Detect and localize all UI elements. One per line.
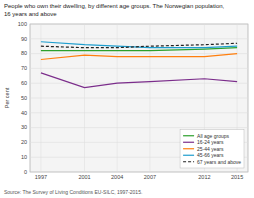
grid-line [30, 112, 248, 113]
subtitle: 16 years and above [4, 11, 57, 17]
title: People who own their dwelling, by differ… [4, 3, 225, 9]
grid-line [30, 127, 248, 128]
legend-label: All age groups [197, 133, 229, 139]
y-tick-label: 60 [21, 80, 27, 86]
grid-line [149, 24, 150, 172]
series-line [41, 54, 237, 60]
x-tick-label: 2004 [111, 174, 123, 180]
y-tick-label: 50 [21, 95, 27, 101]
y-tick-label: 70 [21, 65, 27, 71]
source-note: Source: The Survey of Living Conditions … [4, 189, 142, 195]
grid-line [30, 38, 248, 39]
y-tick-label: 10 [21, 154, 27, 160]
grid-line [30, 24, 248, 25]
y-axis-label: Per cent [4, 87, 10, 108]
y-tick-label: 80 [21, 50, 27, 56]
x-tick-label: 2012 [198, 174, 210, 180]
x-tick-label: 2015 [231, 174, 243, 180]
legend-swatch [183, 148, 194, 149]
x-tick-label: 2007 [144, 174, 156, 180]
legend-label: 25-44 years [197, 146, 224, 152]
series-line [41, 73, 237, 88]
y-tick-label: 20 [21, 139, 27, 145]
grid-line [84, 24, 85, 172]
legend-swatch [183, 142, 194, 143]
lines [41, 42, 237, 88]
y-tick-label: 0 [24, 169, 27, 175]
plot-area [30, 24, 248, 172]
x-tick-label: 1997 [35, 174, 47, 180]
x-tick-label: 2001 [78, 174, 90, 180]
legend-swatch [183, 135, 194, 136]
series-line [41, 42, 237, 48]
legend-label: 16-24 years [197, 139, 224, 145]
grid-line [30, 172, 248, 173]
legend-swatch [183, 161, 194, 162]
y-tick-label: 30 [21, 124, 27, 130]
y-tick-label: 90 [21, 36, 27, 42]
legend-label: 67 years and above [197, 159, 241, 165]
legend-label: 45-66 years [197, 152, 224, 158]
grid-line [30, 98, 248, 99]
series-line [41, 43, 237, 47]
legend: All age groups16-24 years25-44 years45-6… [180, 130, 244, 169]
grid-line [30, 53, 248, 54]
y-tick-label: 40 [21, 110, 27, 116]
legend-swatch [183, 155, 194, 156]
legend-frame [180, 130, 244, 169]
grid-line [30, 83, 248, 84]
grid [30, 24, 248, 172]
chart: People who own their dwelling, by differ… [0, 0, 254, 198]
y-tick-label: 100 [18, 21, 27, 27]
grid-line [30, 68, 248, 69]
